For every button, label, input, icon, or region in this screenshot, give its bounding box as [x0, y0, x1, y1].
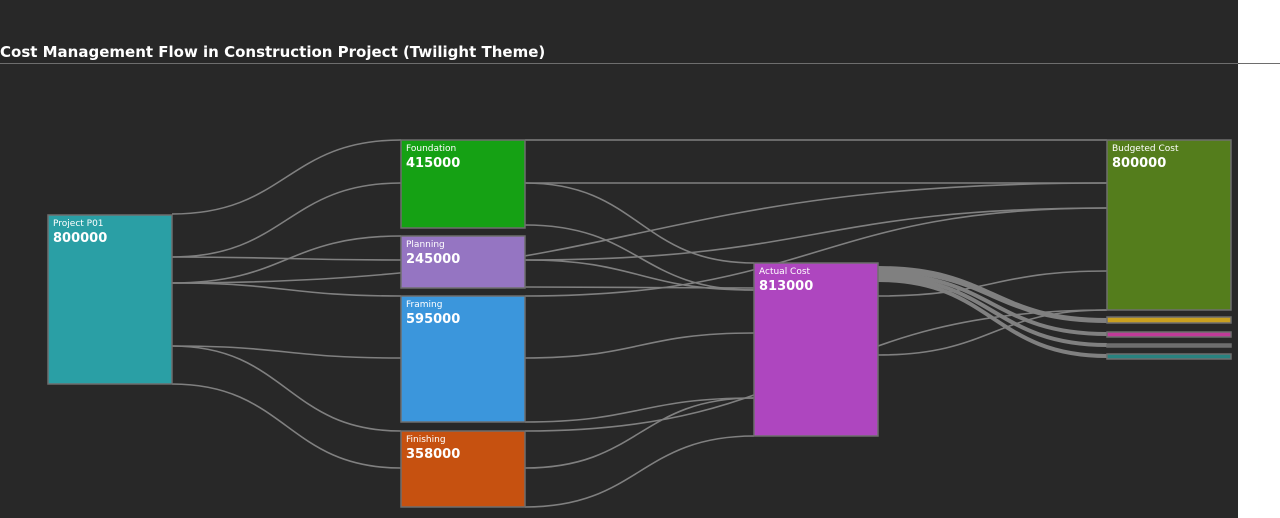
link-actual-to-budgeted — [877, 270, 1108, 297]
node-t1[interactable] — [1106, 316, 1232, 324]
link-project-to-finishing — [171, 383, 402, 469]
node-value-actual: 813000 — [759, 279, 813, 294]
link-planning-to-actual — [524, 259, 755, 291]
node-framing[interactable] — [400, 295, 526, 423]
chart-title: Cost Management Flow in Construction Pro… — [0, 43, 546, 61]
link-project-to-foundation — [171, 139, 402, 215]
node-finishing[interactable] — [400, 430, 526, 508]
sankey-chart: Project P01 800000 Foundation 415000 Plannin… — [47, 139, 1232, 508]
link-planning-to-budgeted — [524, 207, 1108, 261]
link-framing-to-actual — [524, 397, 755, 423]
node-planning[interactable] — [400, 235, 526, 289]
sankey-nodes: Project P01 800000 Foundation 415000 Plannin… — [47, 139, 1232, 508]
node-actual[interactable] — [753, 262, 879, 437]
link-actual-to-budgeted — [877, 309, 1108, 356]
node-value-project: 800000 — [53, 231, 107, 246]
link-project-to-framing — [171, 345, 402, 359]
node-label-planning: Planning — [406, 240, 445, 250]
node-label-framing: Framing — [406, 300, 442, 310]
link-finishing-to-actual — [524, 435, 755, 508]
node-label-foundation: Foundation — [406, 144, 456, 154]
node-label-budgeted: Budgeted Cost — [1112, 144, 1179, 154]
node-project[interactable] — [47, 214, 173, 385]
link-project-to-framing — [171, 282, 402, 297]
node-t2[interactable] — [1106, 331, 1232, 338]
node-label-finishing: Finishing — [406, 435, 446, 445]
node-foundation[interactable] — [400, 139, 526, 229]
link-project-to-planning — [171, 256, 402, 261]
node-value-budgeted: 800000 — [1112, 156, 1166, 171]
link-actual-to-t3 — [877, 275, 1108, 347]
node-value-finishing: 358000 — [406, 447, 460, 462]
link-project-to-planning — [171, 235, 402, 284]
node-value-framing: 595000 — [406, 312, 460, 327]
link-project-to-budgeted — [171, 182, 1108, 284]
node-budgeted[interactable] — [1106, 139, 1232, 311]
link-planning-to-actual — [524, 286, 755, 289]
link-finishing-to-actual — [524, 397, 755, 469]
node-value-planning: 245000 — [406, 252, 460, 267]
link-actual-to-t2 — [877, 272, 1108, 336]
link-actual-to-t1 — [877, 269, 1108, 323]
chart-canvas — [0, 0, 1238, 518]
node-value-foundation: 415000 — [406, 156, 460, 171]
link-project-to-finishing — [171, 345, 402, 432]
node-t3[interactable] — [1106, 343, 1232, 348]
title-divider — [0, 63, 1280, 64]
node-label-actual: Actual Cost — [759, 267, 811, 277]
link-framing-to-budgeted — [524, 207, 1108, 297]
sankey-links — [171, 139, 1108, 508]
node-label-project: Project P01 — [53, 219, 104, 229]
link-project-to-foundation — [171, 182, 402, 258]
node-t4[interactable] — [1106, 353, 1232, 360]
link-foundation-to-actual — [524, 182, 755, 264]
link-actual-to-t4 — [877, 278, 1108, 358]
link-framing-to-actual — [524, 332, 755, 359]
